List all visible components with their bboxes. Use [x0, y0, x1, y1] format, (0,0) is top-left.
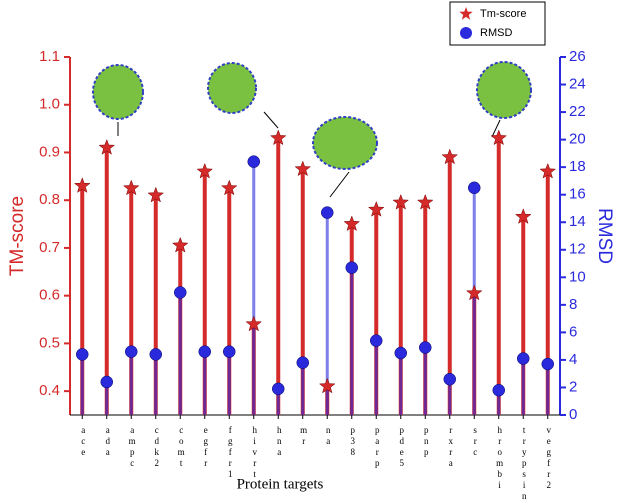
tm-marker	[367, 200, 385, 217]
tm-marker	[196, 162, 214, 179]
rmsd-marker	[394, 346, 407, 360]
tm-marker	[98, 138, 116, 155]
rmsd-marker	[517, 352, 530, 365]
structure-images	[92, 61, 532, 198]
y2-tick-label: 12	[569, 241, 586, 258]
x-tick-label: hivrt	[250, 425, 260, 480]
tm-marker	[147, 186, 165, 203]
rmsd-marker	[247, 155, 260, 168]
x-tick-label: ampc	[127, 425, 137, 469]
tm-marker	[220, 179, 238, 196]
x-tick-label: mr	[299, 425, 309, 447]
legend-rmsd-marker	[460, 27, 472, 39]
tm-marker	[122, 179, 140, 196]
rmsd-marker	[468, 181, 481, 195]
tm-marker	[539, 162, 557, 179]
rmsd-marker	[272, 382, 285, 396]
y2-tick-label: 10	[569, 268, 586, 285]
tm-marker	[441, 148, 459, 165]
x-axis-title: Protein targets	[237, 476, 324, 492]
x-tick-label: egfr	[201, 425, 211, 469]
y2-tick-label: 20	[569, 131, 586, 148]
rmsd-marker	[419, 341, 432, 354]
x-tick-label: p38	[348, 425, 358, 458]
rmsd-marker	[100, 375, 113, 389]
rmsd-marker	[296, 356, 309, 369]
x-tick-label: hrombi	[495, 425, 505, 491]
x-tick-label: fgfr1	[225, 425, 235, 480]
x-tick-label: parp	[372, 425, 382, 469]
y-tick-label: 0.5	[39, 334, 60, 351]
y-tick-label: 0.6	[39, 287, 60, 304]
x-tick-label: comt	[176, 425, 186, 469]
y2-axis-title: RMSD	[594, 208, 615, 264]
tm-marker	[269, 129, 287, 146]
y2-tick-label: 2	[569, 378, 577, 395]
y-tick-label: 1.0	[39, 96, 60, 113]
y2-tick-label: 22	[569, 103, 586, 120]
rmsd-marker	[198, 345, 211, 358]
legend-label: RMSD	[480, 27, 512, 39]
x-tick-label: vegfr2	[544, 425, 554, 491]
y2-tick-label: 0	[569, 406, 577, 423]
rmsd-marker	[492, 383, 505, 397]
x-tick-label: ada	[103, 425, 113, 458]
x-tick-label: ace	[78, 425, 88, 458]
tm-marker	[514, 208, 532, 224]
tm-marker	[392, 193, 410, 210]
x-tick-label: rxra	[446, 425, 456, 469]
x-tick-label: na	[323, 425, 333, 447]
legend-tm-marker	[459, 7, 473, 20]
tm-marker	[294, 160, 312, 177]
y-tick-label: 0.7	[39, 239, 60, 256]
y-tick-label: 0.8	[39, 191, 60, 208]
rmsd-marker	[321, 206, 334, 219]
y2-tick-label: 16	[569, 186, 586, 203]
y-tick-label: 0.9	[39, 143, 60, 160]
x-tick-label: pde5	[397, 425, 407, 469]
x-tick-label: src	[470, 425, 480, 458]
y2-tick-label: 6	[569, 323, 577, 340]
tm-marker	[318, 377, 336, 394]
tm-marker	[343, 215, 361, 232]
y-axis-title: TM-score	[7, 196, 28, 276]
y-tick-label: 1.1	[39, 48, 60, 65]
y2-tick-label: 26	[569, 48, 586, 65]
tm-marker	[245, 315, 263, 332]
rmsd-marker	[443, 372, 456, 386]
y2-tick-label: 4	[569, 351, 577, 368]
rmsd-marker	[541, 357, 554, 371]
tm-marker	[416, 193, 434, 210]
x-tick-label: cdk2	[152, 425, 162, 469]
y-tick-label: 0.4	[39, 382, 60, 399]
x-tick-label: trypsin	[519, 425, 529, 502]
tm-marker	[171, 236, 189, 253]
y2-tick-label: 14	[569, 213, 586, 230]
rmsd-marker	[345, 261, 358, 274]
legend-label: Tm-score	[480, 8, 526, 20]
tm-marker	[465, 284, 483, 301]
rmsd-marker	[149, 348, 162, 361]
rmsd-marker	[125, 345, 138, 358]
tm-marker	[490, 129, 508, 146]
rmsd-marker	[174, 286, 187, 299]
y2-tick-label: 8	[569, 296, 577, 313]
rmsd-marker	[223, 345, 236, 358]
x-tick-label: pnp	[421, 425, 431, 458]
x-tick-label: hna	[274, 425, 284, 458]
rmsd-marker	[76, 348, 89, 361]
tm-marker	[73, 177, 91, 193]
rmsd-marker	[370, 334, 383, 347]
y2-tick-label: 24	[569, 76, 586, 93]
y2-tick-label: 18	[569, 158, 586, 175]
